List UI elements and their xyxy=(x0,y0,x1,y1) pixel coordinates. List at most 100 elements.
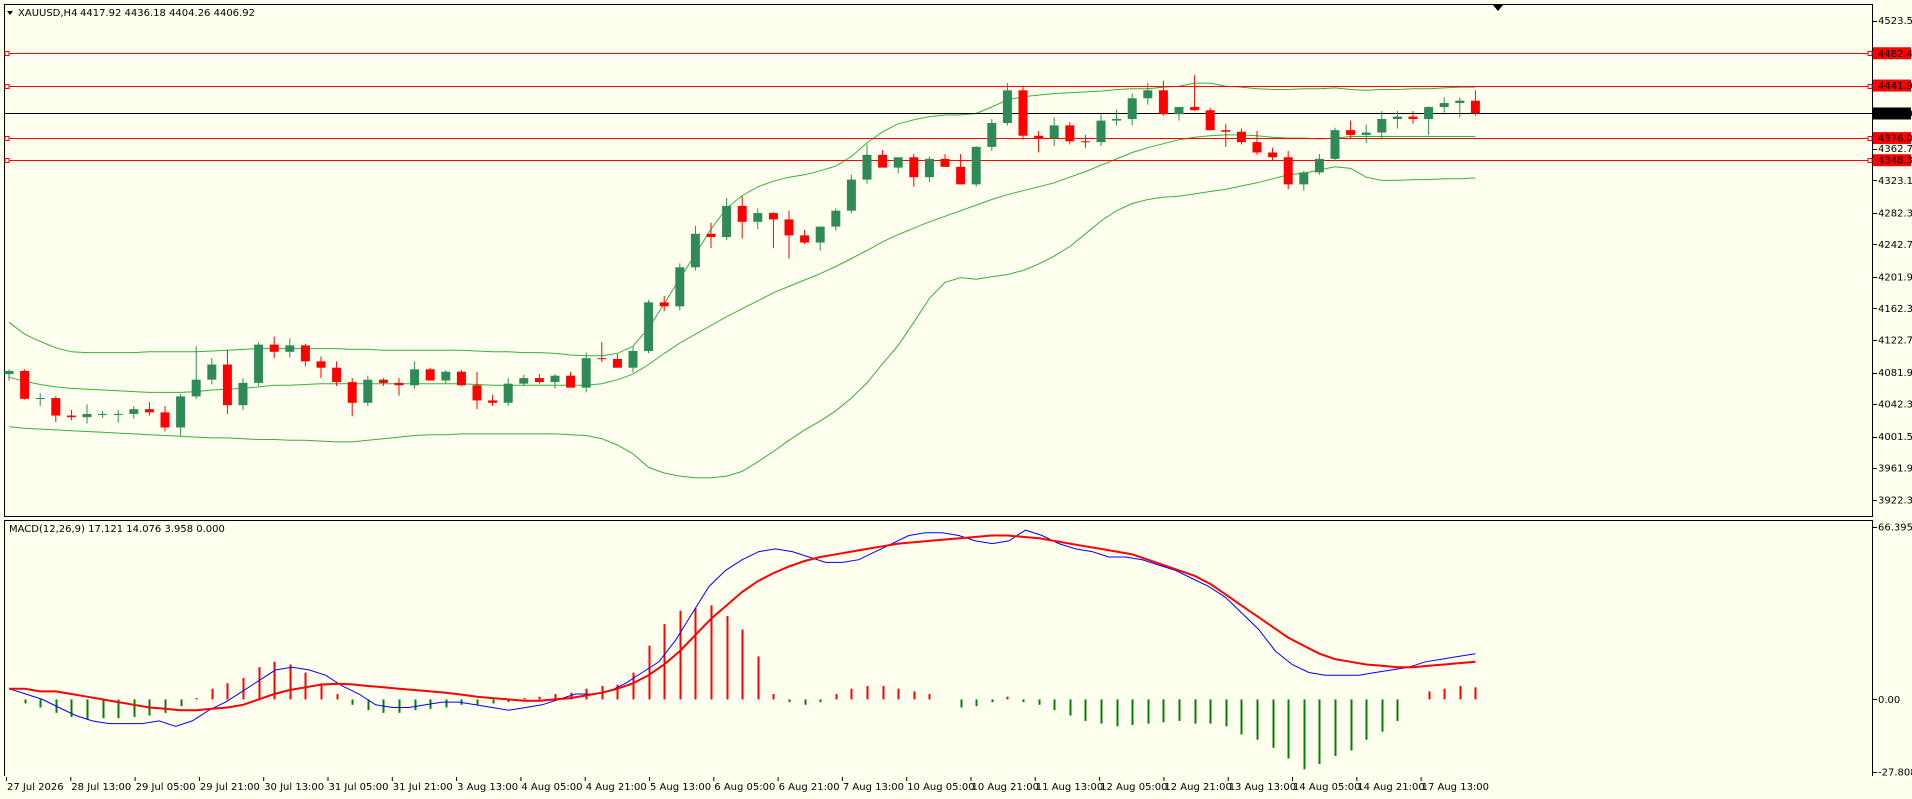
candle xyxy=(566,371,576,388)
level-anchor-handle[interactable] xyxy=(4,84,10,89)
candle xyxy=(1455,97,1465,118)
candle xyxy=(472,371,482,410)
candle xyxy=(1034,130,1044,153)
level-anchor-handle[interactable] xyxy=(1867,84,1873,89)
price-tick-label: 4001.50 xyxy=(1878,432,1912,443)
candle xyxy=(956,154,966,185)
candle-body xyxy=(893,157,903,168)
candle-body xyxy=(1018,90,1028,136)
candle-body xyxy=(1143,90,1153,99)
candle-body xyxy=(831,210,841,227)
price-tick-label: 4122.70 xyxy=(1878,336,1912,347)
candle-body xyxy=(1127,98,1137,119)
candle xyxy=(1346,120,1356,139)
candle-body xyxy=(1002,90,1012,123)
candle xyxy=(924,156,934,182)
candle xyxy=(1221,123,1231,147)
candle-body xyxy=(269,344,279,352)
time-tick-label: 7 Aug 13:00 xyxy=(843,782,904,793)
candle xyxy=(488,394,498,406)
candle-body xyxy=(160,412,170,428)
time-tick-label: 6 Aug 05:00 xyxy=(714,782,775,793)
candle-body xyxy=(956,166,966,185)
time-tick-label: 14 Aug 05:00 xyxy=(1293,782,1360,793)
candle-body xyxy=(737,205,747,222)
horizontal-price-levels[interactable] xyxy=(4,51,1873,163)
candle-body xyxy=(1190,107,1200,111)
candle xyxy=(706,222,716,249)
bollinger-middle-line xyxy=(8,134,1476,393)
candle xyxy=(644,299,654,354)
level-anchor-handle[interactable] xyxy=(1867,158,1873,163)
time-axis: 27 Jul 2026 28 Jul 13:00 29 Jul 05:00 29 Ju… xyxy=(6,777,1489,793)
bollinger-lower-line xyxy=(8,166,1476,479)
chart-shift-marker-icon[interactable] xyxy=(1493,5,1503,11)
candle xyxy=(1408,111,1418,124)
candle-body xyxy=(425,369,435,381)
candle-body xyxy=(4,370,14,375)
candle xyxy=(1236,128,1246,145)
candle xyxy=(82,404,92,424)
level-anchor-handle[interactable] xyxy=(1867,136,1873,141)
candle xyxy=(410,361,420,389)
candle-body xyxy=(987,122,997,147)
time-tick-label: 11 Aug 13:00 xyxy=(1036,782,1103,793)
time-tick-label: 31 Jul 21:00 xyxy=(393,782,453,793)
candle xyxy=(612,354,622,368)
time-tick-label: 31 Jul 05:00 xyxy=(329,782,389,793)
time-tick-label: 30 Jul 13:00 xyxy=(264,782,324,793)
candle xyxy=(456,370,466,387)
candle-body xyxy=(1361,132,1371,135)
candle-body xyxy=(1034,135,1044,139)
candle xyxy=(737,196,747,239)
candle xyxy=(394,378,404,396)
candle xyxy=(534,374,544,384)
candle-body xyxy=(659,302,669,307)
level-anchor-handle[interactable] xyxy=(4,51,10,56)
candle xyxy=(207,358,217,385)
time-tick-label: 5 Aug 13:00 xyxy=(650,782,711,793)
candle-body xyxy=(1408,116,1418,119)
candle-body xyxy=(1158,90,1168,115)
candle-body xyxy=(441,371,451,381)
candle-body xyxy=(519,378,529,384)
candle-body xyxy=(1299,172,1309,185)
candle-body xyxy=(207,364,217,380)
level-anchor-handle[interactable] xyxy=(4,158,10,163)
candle xyxy=(675,263,685,311)
candlestick-series xyxy=(4,75,1480,436)
candle xyxy=(316,356,326,379)
level-anchor-handle[interactable] xyxy=(1867,51,1873,56)
dropdown-triangle-icon[interactable] xyxy=(7,11,13,15)
candle xyxy=(659,295,669,312)
candle xyxy=(332,361,342,387)
candle-body xyxy=(1236,131,1246,143)
candle-body xyxy=(1096,120,1106,143)
price-panel-frame xyxy=(4,4,1873,517)
candle xyxy=(940,154,950,167)
time-tick-label: 17 Aug 13:00 xyxy=(1422,782,1489,793)
time-tick-label: 13 Aug 13:00 xyxy=(1229,782,1296,793)
macd-indicator-label: MACD(12,26,9) 17.121 14.076 3.958 0.000 xyxy=(9,524,225,535)
level-anchor-handle[interactable] xyxy=(4,136,10,141)
candle xyxy=(441,370,451,384)
candle-body xyxy=(753,213,763,222)
candle xyxy=(1205,107,1215,131)
candle xyxy=(35,393,45,406)
candle xyxy=(1002,83,1012,126)
time-tick-label: 12 Aug 21:00 xyxy=(1164,782,1231,793)
macd-axis: 66.395 0.00 -27.808 xyxy=(1873,523,1912,779)
candle-body xyxy=(1392,116,1402,119)
candle-body xyxy=(332,367,342,383)
candle-body xyxy=(66,415,76,418)
macd-main-line xyxy=(8,529,1476,727)
candle-body xyxy=(1112,118,1122,121)
candle xyxy=(1361,124,1371,143)
candle xyxy=(1299,170,1309,191)
candle xyxy=(722,197,732,241)
candle xyxy=(269,336,279,359)
candle-body xyxy=(1252,142,1262,153)
candle xyxy=(1112,109,1122,126)
